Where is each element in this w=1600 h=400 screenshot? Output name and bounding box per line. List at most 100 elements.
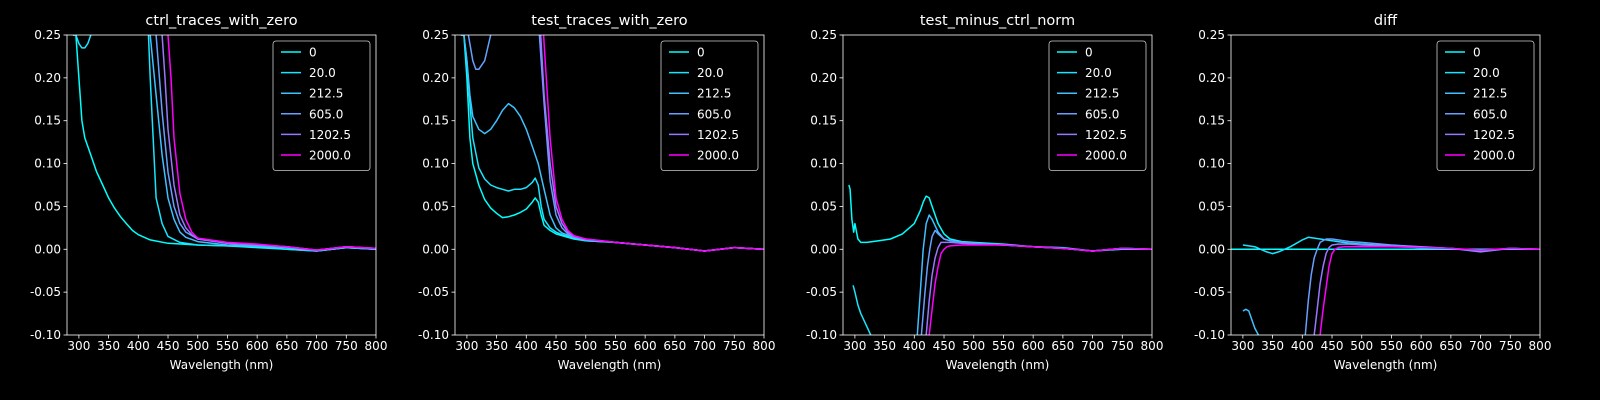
chart-panel-3: 300 350 400 450 500 550 600 650 700 750 800 -0.10 -0…: [806, 13, 1164, 372]
legend-label: 0: [309, 46, 317, 60]
y-tick-label: -0.05: [30, 285, 61, 299]
x-tick-label: 650: [1439, 339, 1462, 353]
x-axis-label: Wavelength (nm): [170, 358, 274, 372]
legend-label: 2000.0: [309, 149, 351, 163]
legend-label: 0: [1473, 46, 1481, 60]
y-tick-label: 0.15: [1198, 114, 1225, 128]
x-tick-label: 750: [335, 339, 358, 353]
axes-frame: [66, 34, 377, 336]
x-tick-label: 450: [157, 339, 180, 353]
x-tick-label: 800: [365, 339, 388, 353]
x-tick-label: 350: [485, 339, 508, 353]
x-tick-label: 650: [663, 339, 686, 353]
x-axis-label: Wavelength (nm): [946, 358, 1050, 372]
y-tick-label: 0.00: [810, 242, 837, 256]
series-line-20.0: [852, 285, 872, 335]
x-tick-label: 650: [1051, 339, 1074, 353]
y-tick-label: 0.00: [1198, 242, 1225, 256]
x-tick-label: 300: [1231, 339, 1254, 353]
legend-label: 605.0: [1473, 107, 1507, 121]
legend-label: 2000.0: [1473, 149, 1515, 163]
series-line-2000.0: [542, 35, 764, 252]
chart-panel-4: 300 350 400 450 500 550 600 650 700 750 800 -0.10 -0…: [1194, 13, 1552, 372]
x-tick-label: 650: [275, 339, 298, 353]
legend-label: 212.5: [1085, 87, 1119, 101]
legend-box: [660, 40, 759, 172]
chart-title: test_traces_with_zero: [531, 13, 688, 29]
x-tick-label: 550: [604, 339, 627, 353]
x-tick-label: 500: [574, 339, 597, 353]
legend-label: 0: [1085, 46, 1093, 60]
x-tick-label: 350: [873, 339, 896, 353]
legend-label: 1202.5: [697, 128, 739, 142]
series-line-2000.0: [928, 244, 1152, 335]
legend-label: 605.0: [1085, 107, 1119, 121]
y-tick-label: 0.05: [1198, 199, 1225, 213]
x-tick-label: 800: [1529, 339, 1552, 353]
x-tick-label: 400: [127, 339, 150, 353]
legend-label: 1202.5: [1473, 128, 1515, 142]
legend-label: 20.0: [697, 66, 724, 80]
series-line-212.5: [149, 35, 376, 252]
x-tick-label: 800: [1141, 339, 1164, 353]
x-tick-label: 700: [1081, 339, 1104, 353]
y-tick-label: 0.15: [422, 114, 449, 128]
y-tick-label: 0.10: [1198, 157, 1225, 171]
x-axis-label: Wavelength (nm): [1334, 358, 1438, 372]
legend: 0 20.0 212.5 605.0 1202.5 2000.0: [272, 40, 371, 172]
series-group: [460, 35, 764, 252]
y-tick-label: 0.20: [34, 71, 61, 85]
y-tick-label: 0.20: [810, 71, 837, 85]
x-tick-label: 500: [186, 339, 209, 353]
y-tick-label: 0.00: [422, 242, 449, 256]
x-axis-label: Wavelength (nm): [558, 358, 662, 372]
x-tick-label: 600: [1410, 339, 1433, 353]
y-tick-label: 0.25: [810, 28, 837, 42]
x-tick-label: 800: [753, 339, 776, 353]
y-tick-label: 0.05: [422, 199, 449, 213]
y-tick-label: -0.05: [806, 285, 837, 299]
y-tick-label: 0.10: [422, 157, 449, 171]
legend-label: 1202.5: [1085, 128, 1127, 142]
series-group: [848, 184, 1152, 335]
legend-label: 605.0: [309, 107, 343, 121]
x-tick-label: 600: [1022, 339, 1045, 353]
y-tick-label: 0.25: [422, 28, 449, 42]
y-tick-label: -0.05: [1194, 285, 1225, 299]
y-tick-label: -0.10: [30, 328, 61, 342]
legend-label: 212.5: [1473, 87, 1507, 101]
x-tick-label: 700: [693, 339, 716, 353]
legend-label: 1202.5: [309, 128, 351, 142]
y-tick-label: -0.05: [418, 285, 449, 299]
x-tick-label: 450: [933, 339, 956, 353]
x-tick-label: 550: [992, 339, 1015, 353]
x-tick-label: 400: [903, 339, 926, 353]
legend: 0 20.0 212.5 605.0 1202.5 2000.0: [1436, 40, 1535, 172]
legend-label: 2000.0: [697, 149, 739, 163]
chart-panel-2: 300 350 400 450 500 550 600 650 700 750 800 -0.10 -0…: [418, 13, 776, 372]
x-tick-label: 400: [1291, 339, 1314, 353]
x-tick-label: 750: [1499, 339, 1522, 353]
legend: 0 20.0 212.5 605.0 1202.5 2000.0: [1048, 40, 1147, 172]
chart-panel-1: 300 350 400 450 500 550 600 650 700 750 800 -0.10 -0…: [30, 13, 388, 372]
x-tick-label: 550: [1380, 339, 1403, 353]
y-tick-label: -0.10: [1194, 328, 1225, 342]
x-tick-label: 750: [1111, 339, 1134, 353]
legend-label: 2000.0: [1085, 149, 1127, 163]
axes-frame: [1230, 34, 1541, 336]
x-tick-label: 350: [1261, 339, 1284, 353]
legend: 0 20.0 212.5 605.0 1202.5 2000.0: [660, 40, 759, 172]
legend-label: 20.0: [1473, 66, 1500, 80]
y-tick-label: 0.05: [810, 199, 837, 213]
chart-title: diff: [1374, 13, 1398, 29]
y-tick-label: 0.25: [34, 28, 61, 42]
x-tick-label: 500: [962, 339, 985, 353]
x-tick-label: 600: [246, 339, 269, 353]
series-line-212.5: [1242, 308, 1260, 335]
legend-label: 20.0: [309, 66, 336, 80]
y-tick-label: 0.15: [810, 114, 837, 128]
y-tick-label: -0.10: [418, 328, 449, 342]
x-tick-label: 600: [634, 339, 657, 353]
x-tick-label: 700: [1469, 339, 1492, 353]
